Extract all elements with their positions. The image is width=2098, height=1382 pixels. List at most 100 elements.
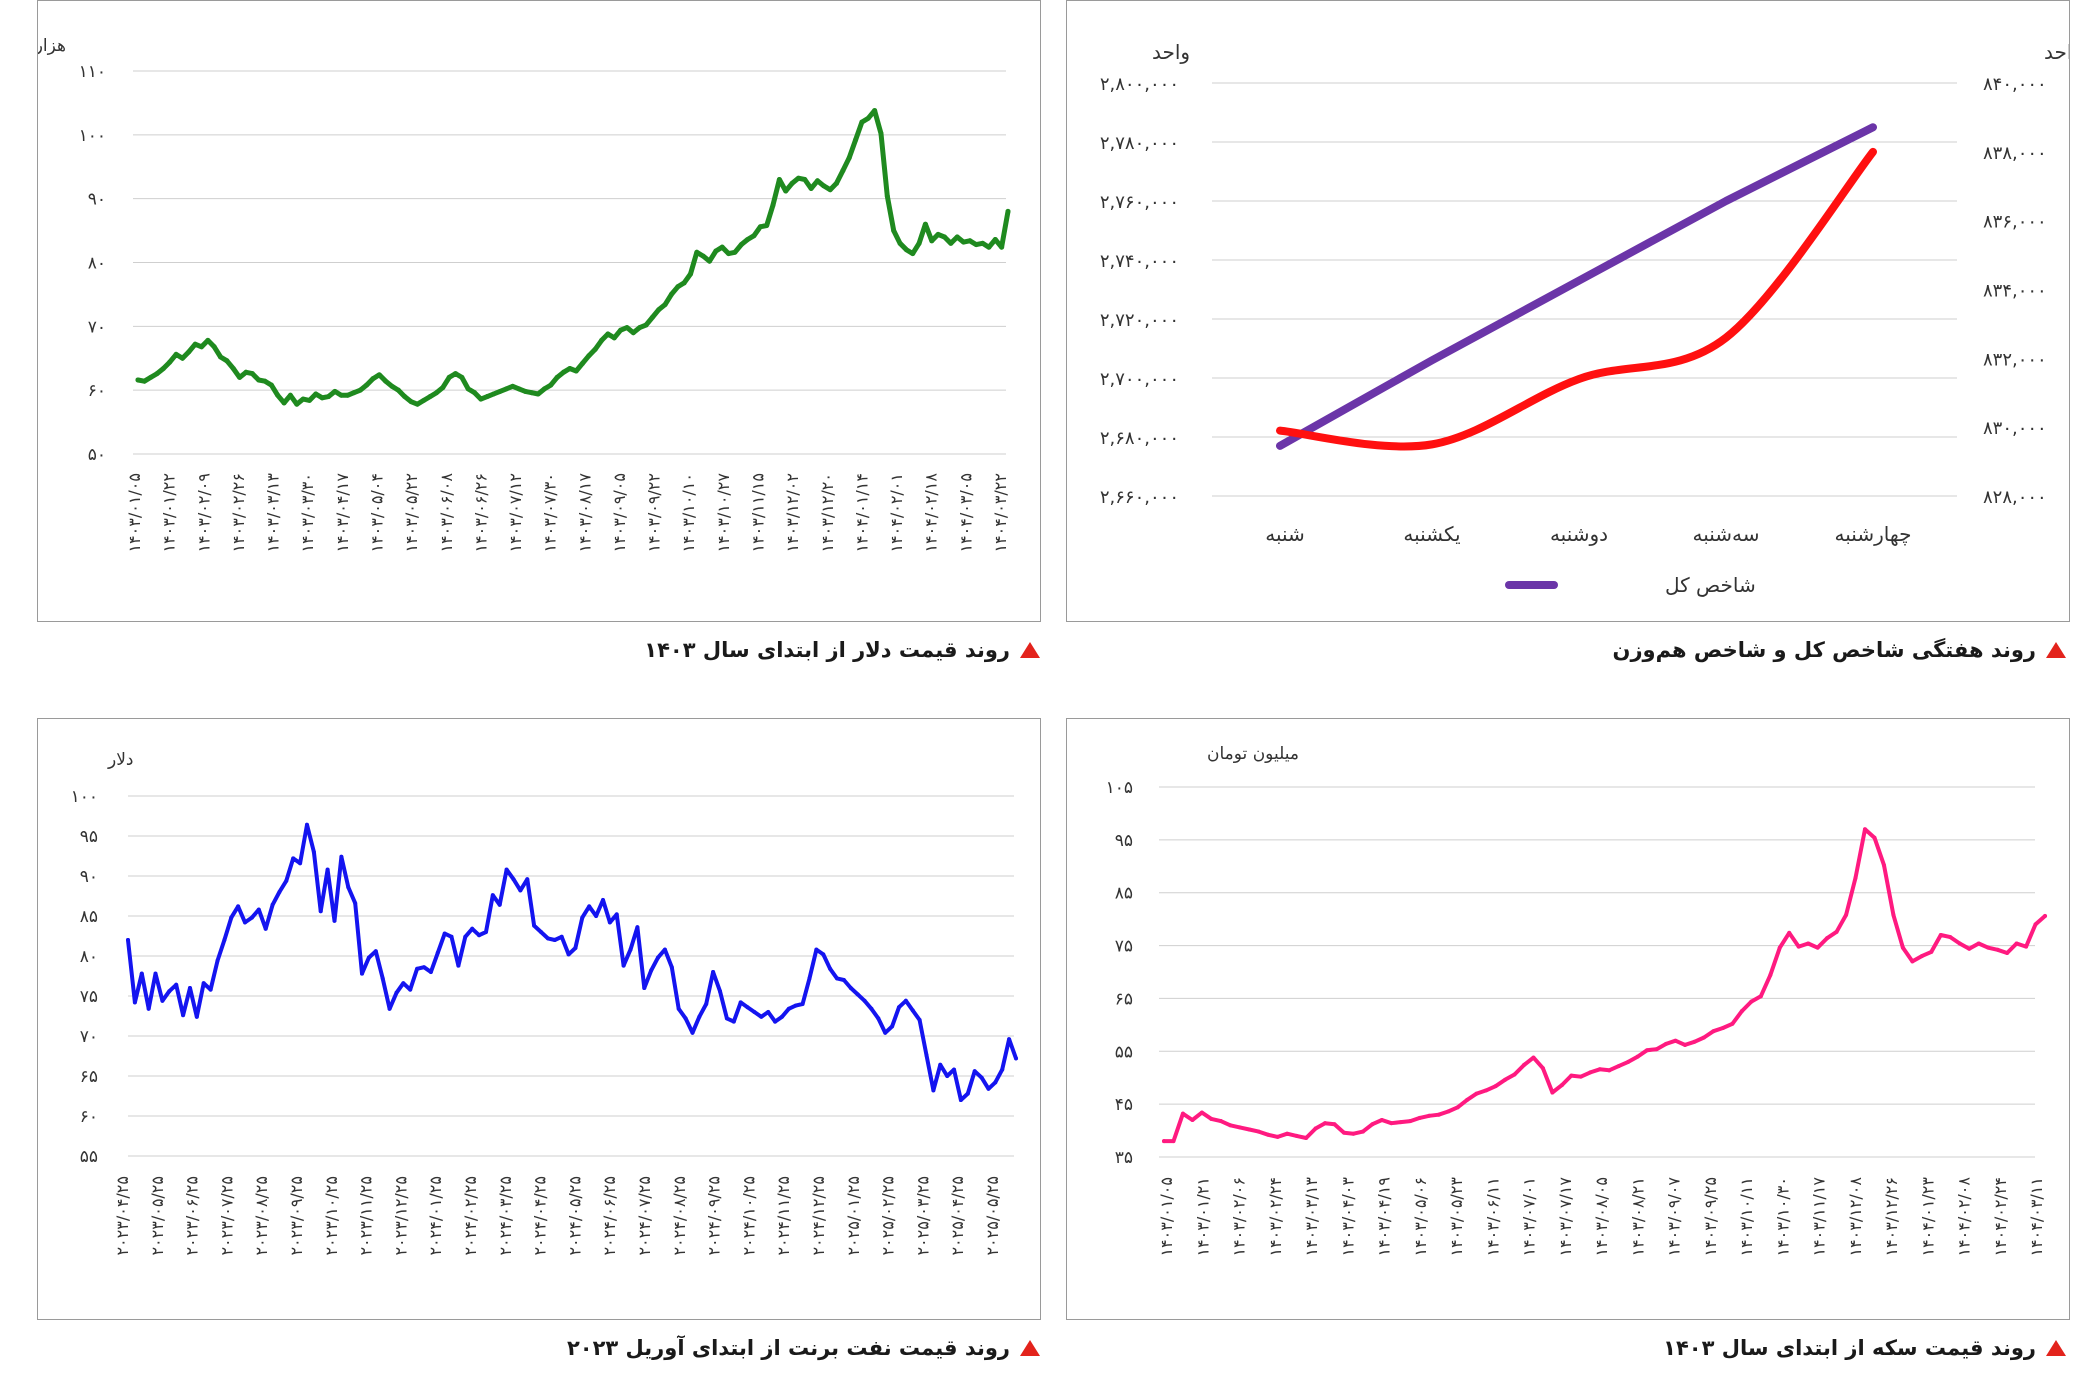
- data-point: [793, 1003, 798, 1008]
- x-tick-label: ۲۰۲۴/۰۱/۲۵: [426, 1176, 445, 1256]
- data-point: [745, 1005, 750, 1010]
- caption-triangle-icon: [1020, 1340, 1040, 1356]
- data-point: [459, 374, 465, 380]
- data-point: [1171, 1139, 1176, 1144]
- data-point: [504, 867, 509, 872]
- data-point: [840, 168, 846, 174]
- y-tick-label: ۸۵: [80, 907, 98, 927]
- data-point: [1739, 1009, 1744, 1014]
- data-point: [224, 358, 230, 364]
- x-tick-label: ۱۴۰۳/۰۹/۰۷: [1665, 1177, 1684, 1257]
- data-point: [373, 949, 378, 954]
- data-point: [642, 986, 647, 990]
- data-point: [490, 893, 495, 898]
- data-point: [700, 253, 706, 259]
- data-point: [179, 355, 185, 361]
- x-tick-label: ۲۰۲۵/۰۱/۲۵: [844, 1176, 863, 1256]
- data-point: [380, 976, 385, 981]
- data-point: [511, 877, 516, 882]
- data-point: [580, 360, 586, 366]
- data-point: [726, 251, 732, 257]
- dollar-chart-caption: روند قیمت دلار از ابتدای سال ۱۴۰۳: [644, 632, 1040, 668]
- data-point: [1569, 1073, 1574, 1078]
- x-tick-label: ۲۰۲۳/۰۶/۲۵: [183, 1176, 202, 1256]
- data-point: [1900, 945, 1905, 950]
- caption-triangle-icon: [2046, 1340, 2066, 1356]
- data-point: [360, 971, 365, 976]
- x-tick-label: ۱۴۰۴/۰۱/۱۴: [852, 473, 871, 553]
- left-axis-unit-label: واحد: [1152, 40, 1190, 64]
- data-point: [1304, 1135, 1309, 1140]
- data-point: [1720, 1026, 1725, 1031]
- coin-chart-caption: روند قیمت سکه از ابتدای سال ۱۴۰۳: [1663, 1330, 2066, 1366]
- data-point: [472, 390, 478, 396]
- data-point: [924, 1053, 929, 1058]
- data-point: [422, 965, 426, 970]
- data-point: [872, 108, 878, 114]
- data-point: [814, 947, 819, 952]
- data-point: [573, 368, 579, 374]
- x-tick-label: ۲۰۲۵/۰۲/۲۵: [879, 1176, 898, 1256]
- data-point: [649, 314, 655, 320]
- data-point: [146, 1006, 151, 1011]
- data-point: [525, 877, 530, 882]
- data-point: [859, 119, 865, 125]
- data-point: [1891, 912, 1896, 917]
- data-point: [999, 244, 1005, 250]
- data-point: [529, 390, 535, 396]
- coin-chart: میلیون تومان ۳۵ ۴۵ ۵۵ ۶۵ ۷۵ ۸۵ ۹۵ ۱۰۵ ۱۴۰۳/۰۱/۰۵ ۱…: [1106, 744, 2047, 1257]
- data-point: [1825, 936, 1830, 941]
- data-point: [353, 901, 358, 906]
- x-tick-label: ۲۰۲۴/۰۹/۲۵: [705, 1176, 724, 1256]
- data-point: [484, 394, 490, 400]
- y-tick-label: ۹۰: [88, 190, 106, 210]
- data-point: [428, 970, 433, 974]
- data-point: [635, 925, 640, 930]
- y-tick-label: ۷۵: [80, 987, 98, 1007]
- data-point: [973, 242, 979, 248]
- data-point: [694, 249, 700, 255]
- data-point: [1559, 1083, 1564, 1088]
- data-point: [891, 228, 897, 234]
- data-point: [539, 930, 544, 934]
- y-axis-unit-label: هزار تومان: [38, 36, 66, 56]
- data-point: [325, 867, 330, 872]
- data-point: [1607, 1068, 1612, 1073]
- data-point: [1550, 1090, 1555, 1095]
- x-tick-label: ۱۴۰۴/۰۲/۱۸: [922, 473, 941, 553]
- x-tick-label: ۱۴۰۳/۰۵/۲۳: [1447, 1177, 1466, 1257]
- y-tick-label: ۵۵: [1115, 1042, 1133, 1062]
- left-y-tick-label: ۲,۷۲۰,۰۰۰: [1100, 310, 1179, 331]
- data-point: [683, 1016, 688, 1021]
- series-line: [135, 108, 1011, 407]
- data-point: [1436, 1112, 1441, 1117]
- data-point: [311, 850, 316, 854]
- data-point: [1578, 1074, 1583, 1079]
- data-point: [789, 180, 795, 186]
- data-point: [592, 346, 598, 352]
- left-y-tick-label: ۲,۷۶۰,۰۰۰: [1100, 192, 1179, 213]
- data-point: [548, 382, 554, 388]
- x-tick-label: ۲۰۲۵/۰۳/۲۵: [913, 1176, 932, 1256]
- data-point: [229, 915, 234, 920]
- data-point: [181, 1013, 186, 1018]
- data-point: [910, 1008, 915, 1013]
- data-point: [160, 998, 165, 1003]
- data-point: [1683, 1042, 1688, 1047]
- data-point: [1616, 1064, 1621, 1069]
- x-tick-label: ۲۰۲۳/۰۵/۲۵: [148, 1176, 167, 1256]
- data-point: [338, 392, 344, 398]
- data-point: [1701, 1035, 1706, 1040]
- data-point: [518, 888, 523, 893]
- y-tick-label: ۱۱۰: [79, 62, 106, 82]
- data-point: [339, 854, 344, 859]
- data-point: [1474, 1091, 1479, 1096]
- data-point: [1664, 1041, 1669, 1046]
- data-point: [865, 115, 871, 121]
- y-tick-label: ۸۰: [88, 254, 106, 274]
- data-point: [192, 341, 198, 347]
- y-tick-label: ۸۰: [80, 947, 98, 967]
- x-tick-label: ۱۴۰۳/۰۹/۲۲: [645, 473, 664, 553]
- data-point: [304, 822, 309, 827]
- x-tick-label: ۱۴۰۳/۰۴/۱۹: [1375, 1177, 1394, 1257]
